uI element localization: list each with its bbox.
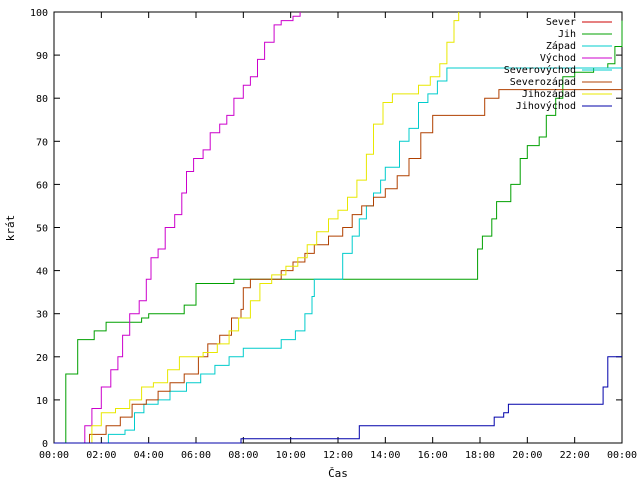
y-tick-label: 10	[36, 396, 48, 407]
legend-label-vychod: Východ	[540, 52, 576, 64]
series-line-vychod	[54, 12, 301, 444]
legend-label-jihozapad: Jihozápad	[522, 88, 576, 100]
series-line-jih	[54, 20, 623, 444]
y-tick-label: 60	[36, 180, 48, 191]
legend-label-zapad: Západ	[546, 40, 576, 52]
legend-label-severovychod: Severovýchod	[504, 64, 576, 76]
y-tick-label: 80	[36, 94, 48, 105]
y-tick-label: 90	[36, 51, 48, 62]
y-tick-label: 40	[36, 267, 48, 278]
y-tick-label: 100	[30, 8, 48, 19]
x-tick-label: 22:00	[560, 450, 590, 461]
x-tick-label: 00:00	[39, 450, 69, 461]
x-tick-label: 10:00	[276, 450, 306, 461]
legend-label-jihovychod: Jihovýchod	[516, 100, 576, 112]
series-line-severozapad	[54, 89, 622, 444]
legend: SeverJihZápadVýchodSeverovýchodSeverozáp…	[504, 17, 612, 112]
x-tick-label: 20:00	[512, 450, 542, 461]
y-tick-label: 30	[36, 310, 48, 321]
x-tick-label: 08:00	[228, 450, 258, 461]
legend-label-sever: Sever	[546, 17, 576, 28]
y-tick-label: 0	[42, 439, 48, 450]
x-tick-label: 02:00	[86, 450, 116, 461]
x-axis-label: Čas	[328, 467, 348, 480]
y-tick-label: 70	[36, 137, 48, 148]
y-axis: 0 10 20 30 40 50 60 70 80 90 100	[30, 8, 622, 450]
x-tick-label: 18:00	[465, 450, 495, 461]
x-tick-label: 16:00	[418, 450, 448, 461]
x-tick-label: 00:00	[607, 450, 637, 461]
x-tick-label: 14:00	[370, 450, 400, 461]
series-line-jihovychod	[54, 356, 622, 444]
x-tick-label: 12:00	[323, 450, 353, 461]
x-tick-label: 06:00	[181, 450, 211, 461]
legend-label-severozapad: Severozápad	[510, 76, 576, 88]
series-line-jihozapad	[54, 12, 460, 444]
series-line-zapad	[54, 67, 622, 444]
y-tick-label: 20	[36, 353, 48, 364]
y-axis-label: krát	[4, 215, 17, 242]
x-tick-label: 04:00	[134, 450, 164, 461]
legend-label-jih: Jih	[558, 29, 576, 40]
series-layer	[54, 12, 623, 444]
x-axis: 00:00 02:00 04:00 06:00 08:00 10:00 12:00 14:00…	[39, 12, 637, 461]
y-tick-label: 50	[36, 224, 48, 235]
